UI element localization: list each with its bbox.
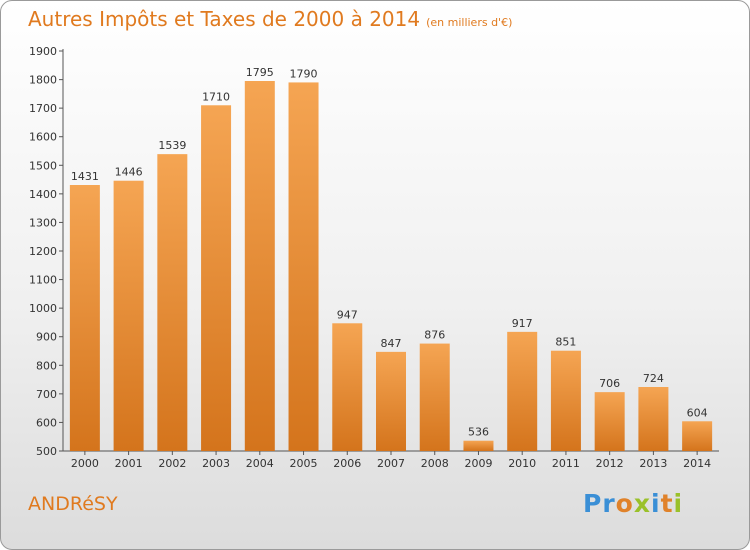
bar: [550, 350, 581, 451]
y-tick-label: 1300: [29, 216, 57, 229]
x-tick-label: 2001: [115, 457, 143, 470]
data-label: 876: [424, 329, 445, 342]
x-tick-label: 2009: [464, 457, 492, 470]
bar: [463, 440, 494, 451]
data-label: 851: [555, 336, 576, 349]
logo-letter: r: [602, 489, 616, 518]
chart-unit: (en milliers d'€): [426, 16, 513, 29]
x-tick-label: 2013: [639, 457, 667, 470]
data-label: 536: [468, 426, 489, 439]
data-label: 1539: [158, 139, 186, 152]
y-tick-label: 1800: [29, 74, 57, 87]
city-name: ANDRéSY: [28, 493, 118, 515]
y-tick-label: 700: [36, 388, 57, 401]
bar: [682, 421, 713, 451]
x-tick-label: 2004: [246, 457, 274, 470]
x-tick-label: 2008: [421, 457, 449, 470]
data-label: 706: [599, 377, 620, 390]
x-tick-label: 2011: [552, 457, 580, 470]
x-tick-label: 2006: [333, 457, 361, 470]
data-label: 1431: [71, 170, 99, 183]
bar: [288, 82, 319, 451]
data-label: 1446: [115, 166, 143, 179]
bar: [332, 323, 363, 451]
x-tick-label: 2002: [158, 457, 186, 470]
y-tick-label: 1900: [29, 45, 57, 58]
bar: [638, 387, 669, 451]
x-tick-label: 2014: [683, 457, 711, 470]
logo-letter: P: [583, 489, 603, 518]
bar: [113, 180, 144, 451]
x-tick-label: 2003: [202, 457, 230, 470]
bar: [69, 185, 100, 451]
data-label: 947: [337, 308, 358, 321]
y-tick-label: 1200: [29, 245, 57, 258]
logo-letter: i: [651, 489, 661, 518]
chart-axes: 500 600 700 800 900 1000 1100 1200 1300 1400 1500 1…: [29, 45, 719, 470]
logo-letter: i: [673, 489, 684, 518]
y-tick-label: 1400: [29, 188, 57, 201]
data-label: 1790: [290, 67, 318, 80]
data-label: 604: [687, 406, 708, 419]
y-tick-label: 1600: [29, 131, 57, 144]
y-tick-label: 1500: [29, 159, 57, 172]
y-tick-label: 800: [36, 359, 57, 372]
data-label: 1795: [246, 66, 274, 79]
logo-letter: x: [633, 489, 651, 518]
bar: [419, 343, 450, 451]
data-label: 917: [512, 317, 533, 330]
bar: [244, 81, 275, 451]
logo-letter: t: [660, 489, 674, 518]
y-tick-label: 900: [36, 331, 57, 344]
x-tick-label: 2012: [596, 457, 624, 470]
x-tick-label: 2010: [508, 457, 536, 470]
bar: [594, 392, 625, 451]
bar: [507, 331, 538, 451]
y-tick-label: 1000: [29, 302, 57, 315]
x-tick-label: 2007: [377, 457, 405, 470]
chart-title: Autres Impôts et Taxes de 2000 à 2014 (en…: [28, 7, 512, 31]
x-tick-label: 2005: [290, 457, 318, 470]
y-tick-label: 1100: [29, 274, 57, 287]
y-tick-label: 1700: [29, 102, 57, 115]
y-tick-label: 500: [36, 445, 57, 458]
bar: [376, 351, 406, 451]
data-label: 1710: [202, 90, 230, 103]
logo-letter: o: [615, 489, 634, 518]
bar: [201, 105, 232, 452]
bar: [157, 154, 188, 451]
proxiti-logo: Proxiti: [583, 489, 683, 518]
y-tick-label: 600: [36, 416, 57, 429]
chart-title-text: Autres Impôts et Taxes de 2000 à 2014: [28, 7, 421, 31]
data-label: 724: [643, 372, 664, 385]
x-tick-label: 2000: [71, 457, 99, 470]
chart-bars: 1431 1446 1539 1710 1795 1790 947 847 876 536 917 8…: [69, 66, 713, 452]
data-label: 847: [381, 337, 402, 350]
